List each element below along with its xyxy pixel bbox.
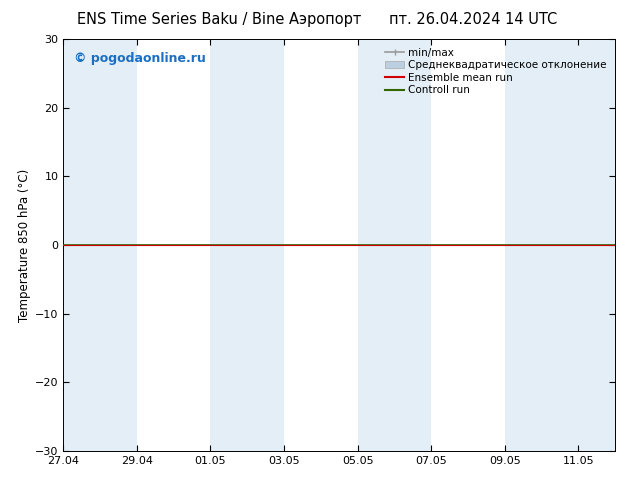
Bar — [210, 39, 284, 451]
Legend: min/max, Среднеквадратическое отклонение, Ensemble mean run, Controll run: min/max, Среднеквадратическое отклонение… — [382, 45, 610, 98]
Bar — [63, 39, 137, 451]
Bar — [358, 39, 431, 451]
Text: © pogodaonline.ru: © pogodaonline.ru — [74, 51, 206, 65]
Bar — [505, 39, 615, 451]
Y-axis label: Temperature 850 hPa (°C): Temperature 850 hPa (°C) — [18, 169, 31, 321]
Text: ENS Time Series Baku / Bine Аэропорт      пт. 26.04.2024 14 UTC: ENS Time Series Baku / Bine Аэропорт пт.… — [77, 12, 557, 27]
